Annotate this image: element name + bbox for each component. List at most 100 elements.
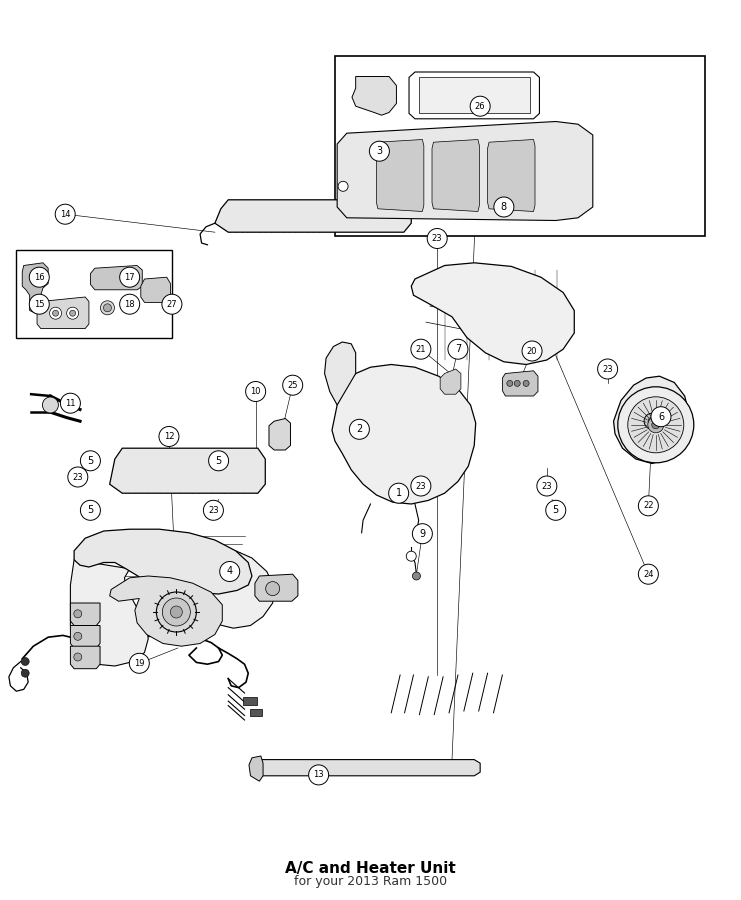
Polygon shape xyxy=(432,140,479,212)
Polygon shape xyxy=(16,250,172,338)
Circle shape xyxy=(67,307,79,320)
Circle shape xyxy=(81,500,100,520)
Circle shape xyxy=(266,581,279,596)
Circle shape xyxy=(618,387,694,463)
Text: 7: 7 xyxy=(455,344,461,355)
Circle shape xyxy=(56,204,75,224)
Polygon shape xyxy=(352,76,396,115)
Text: 4: 4 xyxy=(227,566,233,577)
Circle shape xyxy=(628,397,684,453)
Circle shape xyxy=(448,339,468,359)
Polygon shape xyxy=(249,756,263,781)
Polygon shape xyxy=(614,376,689,464)
Polygon shape xyxy=(253,760,480,776)
Circle shape xyxy=(644,413,660,429)
Circle shape xyxy=(514,381,520,386)
Circle shape xyxy=(162,598,190,626)
Polygon shape xyxy=(199,551,274,628)
Polygon shape xyxy=(269,418,290,450)
Circle shape xyxy=(537,476,556,496)
Circle shape xyxy=(50,307,62,320)
Circle shape xyxy=(411,476,431,496)
Text: 26: 26 xyxy=(475,102,485,111)
Circle shape xyxy=(246,382,265,401)
Circle shape xyxy=(101,301,114,315)
Polygon shape xyxy=(70,603,100,625)
Polygon shape xyxy=(141,277,170,302)
Polygon shape xyxy=(337,122,593,220)
Circle shape xyxy=(652,421,659,428)
Circle shape xyxy=(120,294,139,314)
Text: for your 2013 Ram 1500: for your 2013 Ram 1500 xyxy=(294,876,447,888)
Text: 8: 8 xyxy=(501,202,507,212)
Circle shape xyxy=(639,496,658,516)
Circle shape xyxy=(74,610,82,617)
Circle shape xyxy=(74,653,82,661)
Polygon shape xyxy=(22,263,48,313)
Circle shape xyxy=(428,229,447,248)
Polygon shape xyxy=(110,576,222,646)
Circle shape xyxy=(648,418,656,425)
Text: 23: 23 xyxy=(432,234,442,243)
Text: 1: 1 xyxy=(396,488,402,499)
Circle shape xyxy=(406,551,416,562)
Bar xyxy=(243,697,257,705)
Polygon shape xyxy=(70,646,100,669)
Circle shape xyxy=(30,294,49,314)
Polygon shape xyxy=(440,369,461,394)
Text: 9: 9 xyxy=(419,528,425,539)
Circle shape xyxy=(546,500,565,520)
Circle shape xyxy=(283,375,302,395)
Text: 5: 5 xyxy=(553,505,559,516)
Circle shape xyxy=(120,267,139,287)
Circle shape xyxy=(170,606,182,618)
Polygon shape xyxy=(376,140,424,212)
Text: 14: 14 xyxy=(60,210,70,219)
Polygon shape xyxy=(488,140,535,212)
Circle shape xyxy=(639,564,658,584)
Text: 23: 23 xyxy=(208,506,219,515)
Circle shape xyxy=(104,304,111,311)
Text: 19: 19 xyxy=(134,659,144,668)
Polygon shape xyxy=(419,77,530,113)
Circle shape xyxy=(204,500,223,520)
Polygon shape xyxy=(90,266,142,290)
Text: 18: 18 xyxy=(124,300,135,309)
Circle shape xyxy=(413,524,432,544)
Circle shape xyxy=(159,427,179,446)
Text: 5: 5 xyxy=(87,505,93,516)
Text: 20: 20 xyxy=(527,346,537,356)
Text: 15: 15 xyxy=(34,300,44,309)
Circle shape xyxy=(156,592,196,632)
Circle shape xyxy=(162,294,182,314)
Text: 5: 5 xyxy=(87,455,93,466)
Text: 21: 21 xyxy=(416,345,426,354)
Polygon shape xyxy=(325,342,356,405)
Circle shape xyxy=(494,197,514,217)
Circle shape xyxy=(130,653,149,673)
Circle shape xyxy=(30,267,49,287)
Polygon shape xyxy=(110,448,265,493)
Circle shape xyxy=(68,467,87,487)
Text: 6: 6 xyxy=(658,411,664,422)
Text: 16: 16 xyxy=(34,273,44,282)
Text: 12: 12 xyxy=(164,432,174,441)
Text: 23: 23 xyxy=(416,482,426,490)
Circle shape xyxy=(74,633,82,640)
Polygon shape xyxy=(37,297,89,328)
Circle shape xyxy=(21,670,29,677)
Bar xyxy=(250,709,262,716)
Text: 13: 13 xyxy=(313,770,324,779)
Circle shape xyxy=(413,572,420,580)
Text: 11: 11 xyxy=(65,399,76,408)
Circle shape xyxy=(370,141,389,161)
Text: 17: 17 xyxy=(124,273,135,282)
Text: 25: 25 xyxy=(288,381,298,390)
Circle shape xyxy=(338,181,348,192)
Circle shape xyxy=(220,562,239,581)
Text: 2: 2 xyxy=(356,424,362,435)
Circle shape xyxy=(522,341,542,361)
Polygon shape xyxy=(335,56,705,236)
Text: 23: 23 xyxy=(602,364,613,373)
Text: 3: 3 xyxy=(376,146,382,157)
